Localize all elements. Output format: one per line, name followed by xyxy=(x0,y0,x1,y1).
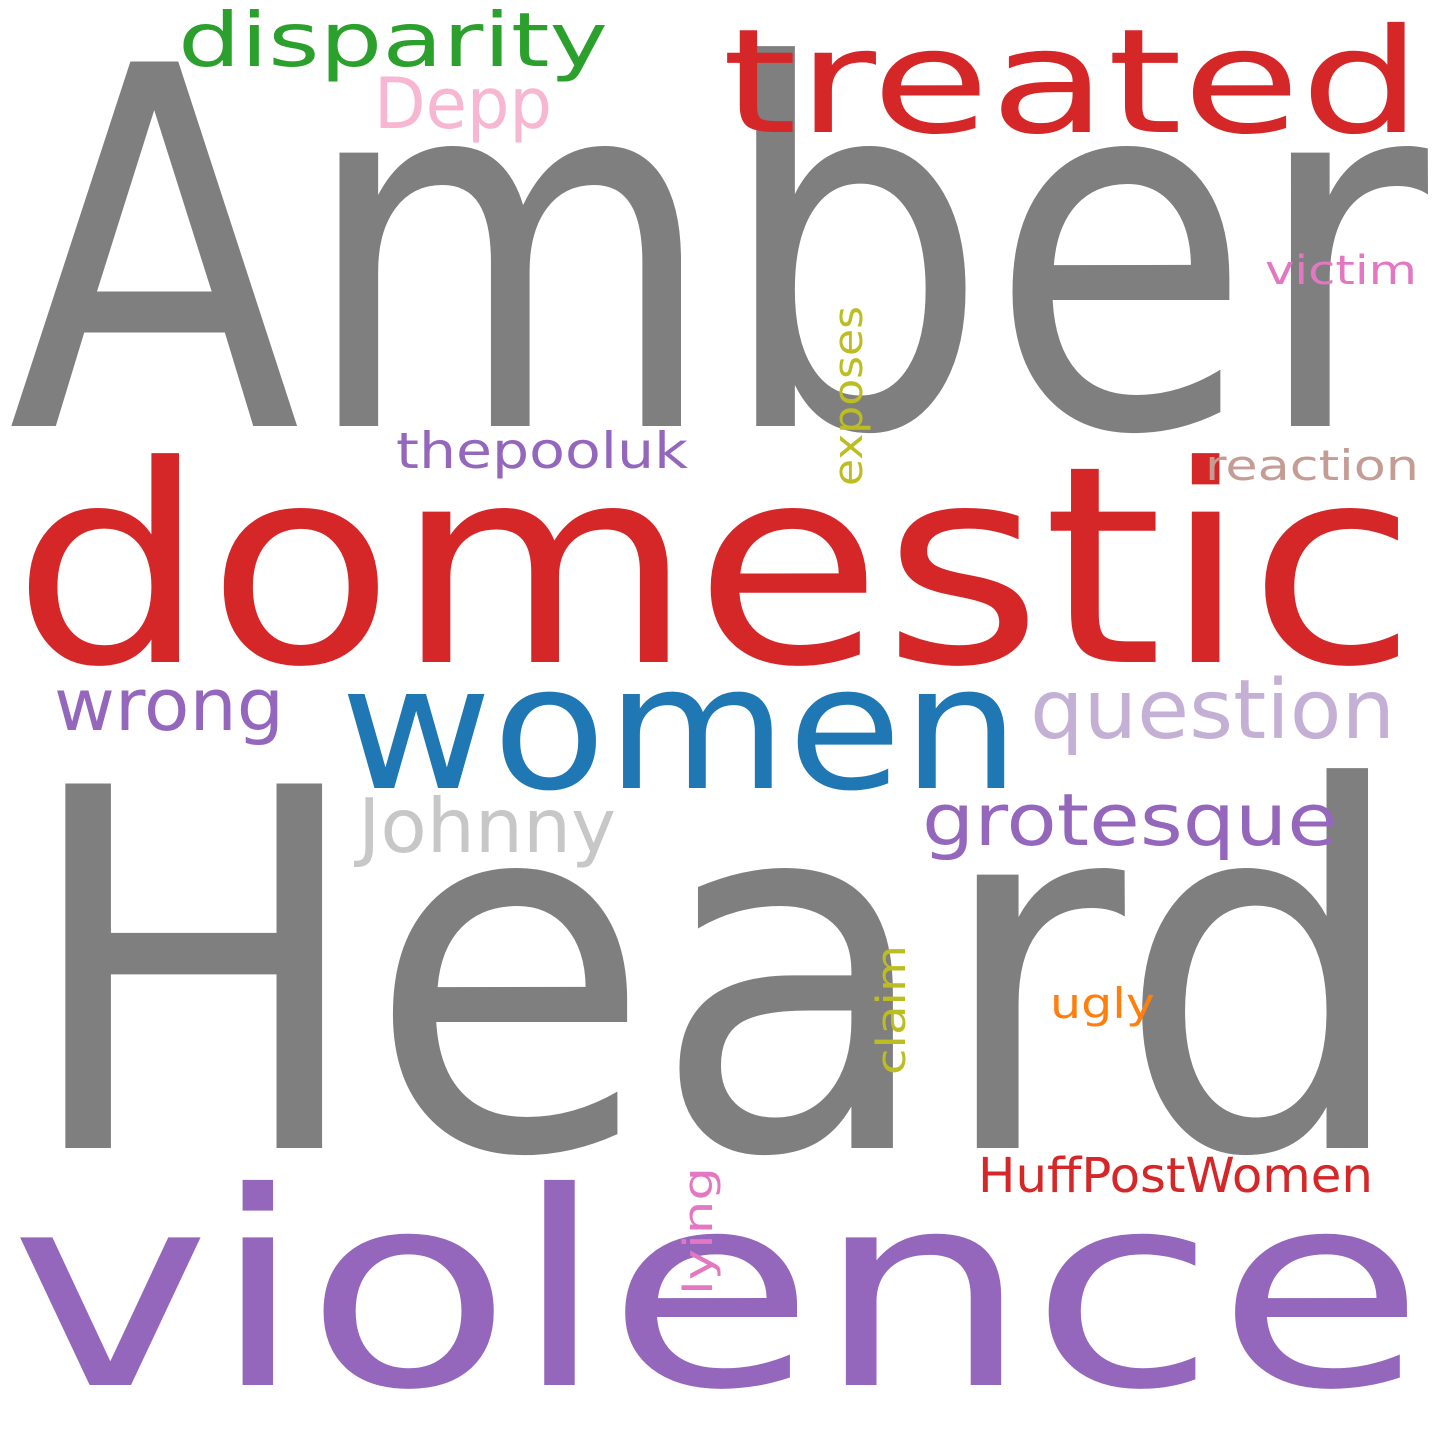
word-lying: lying xyxy=(676,1167,722,1295)
word-treated: treated xyxy=(722,0,1422,167)
word-depp: Depp xyxy=(374,63,552,145)
word-claim: claim xyxy=(869,945,915,1075)
word-domestic: domestic xyxy=(12,407,1417,727)
word-exposes: exposes xyxy=(826,306,872,486)
word-amber: Amber xyxy=(8,0,1433,544)
word-disparity: disparity xyxy=(178,0,608,84)
word-huffpostwomen: HuffPostWomen xyxy=(978,1148,1373,1204)
word-thepooluk: thepooluk xyxy=(396,422,688,480)
word-wrong: wrong xyxy=(54,663,284,747)
word-violence: violence xyxy=(10,1134,1425,1440)
word-women: women xyxy=(340,628,1020,829)
word-johnny: Johnny xyxy=(354,782,616,870)
word-heard: Heard xyxy=(20,684,1410,1266)
word-victim: victim xyxy=(1265,248,1417,294)
word-question: question xyxy=(1030,663,1395,758)
word-ugly: ugly xyxy=(1050,979,1155,1028)
word-reaction: reaction xyxy=(1205,441,1419,490)
word-grotesque: grotesque xyxy=(922,778,1338,862)
